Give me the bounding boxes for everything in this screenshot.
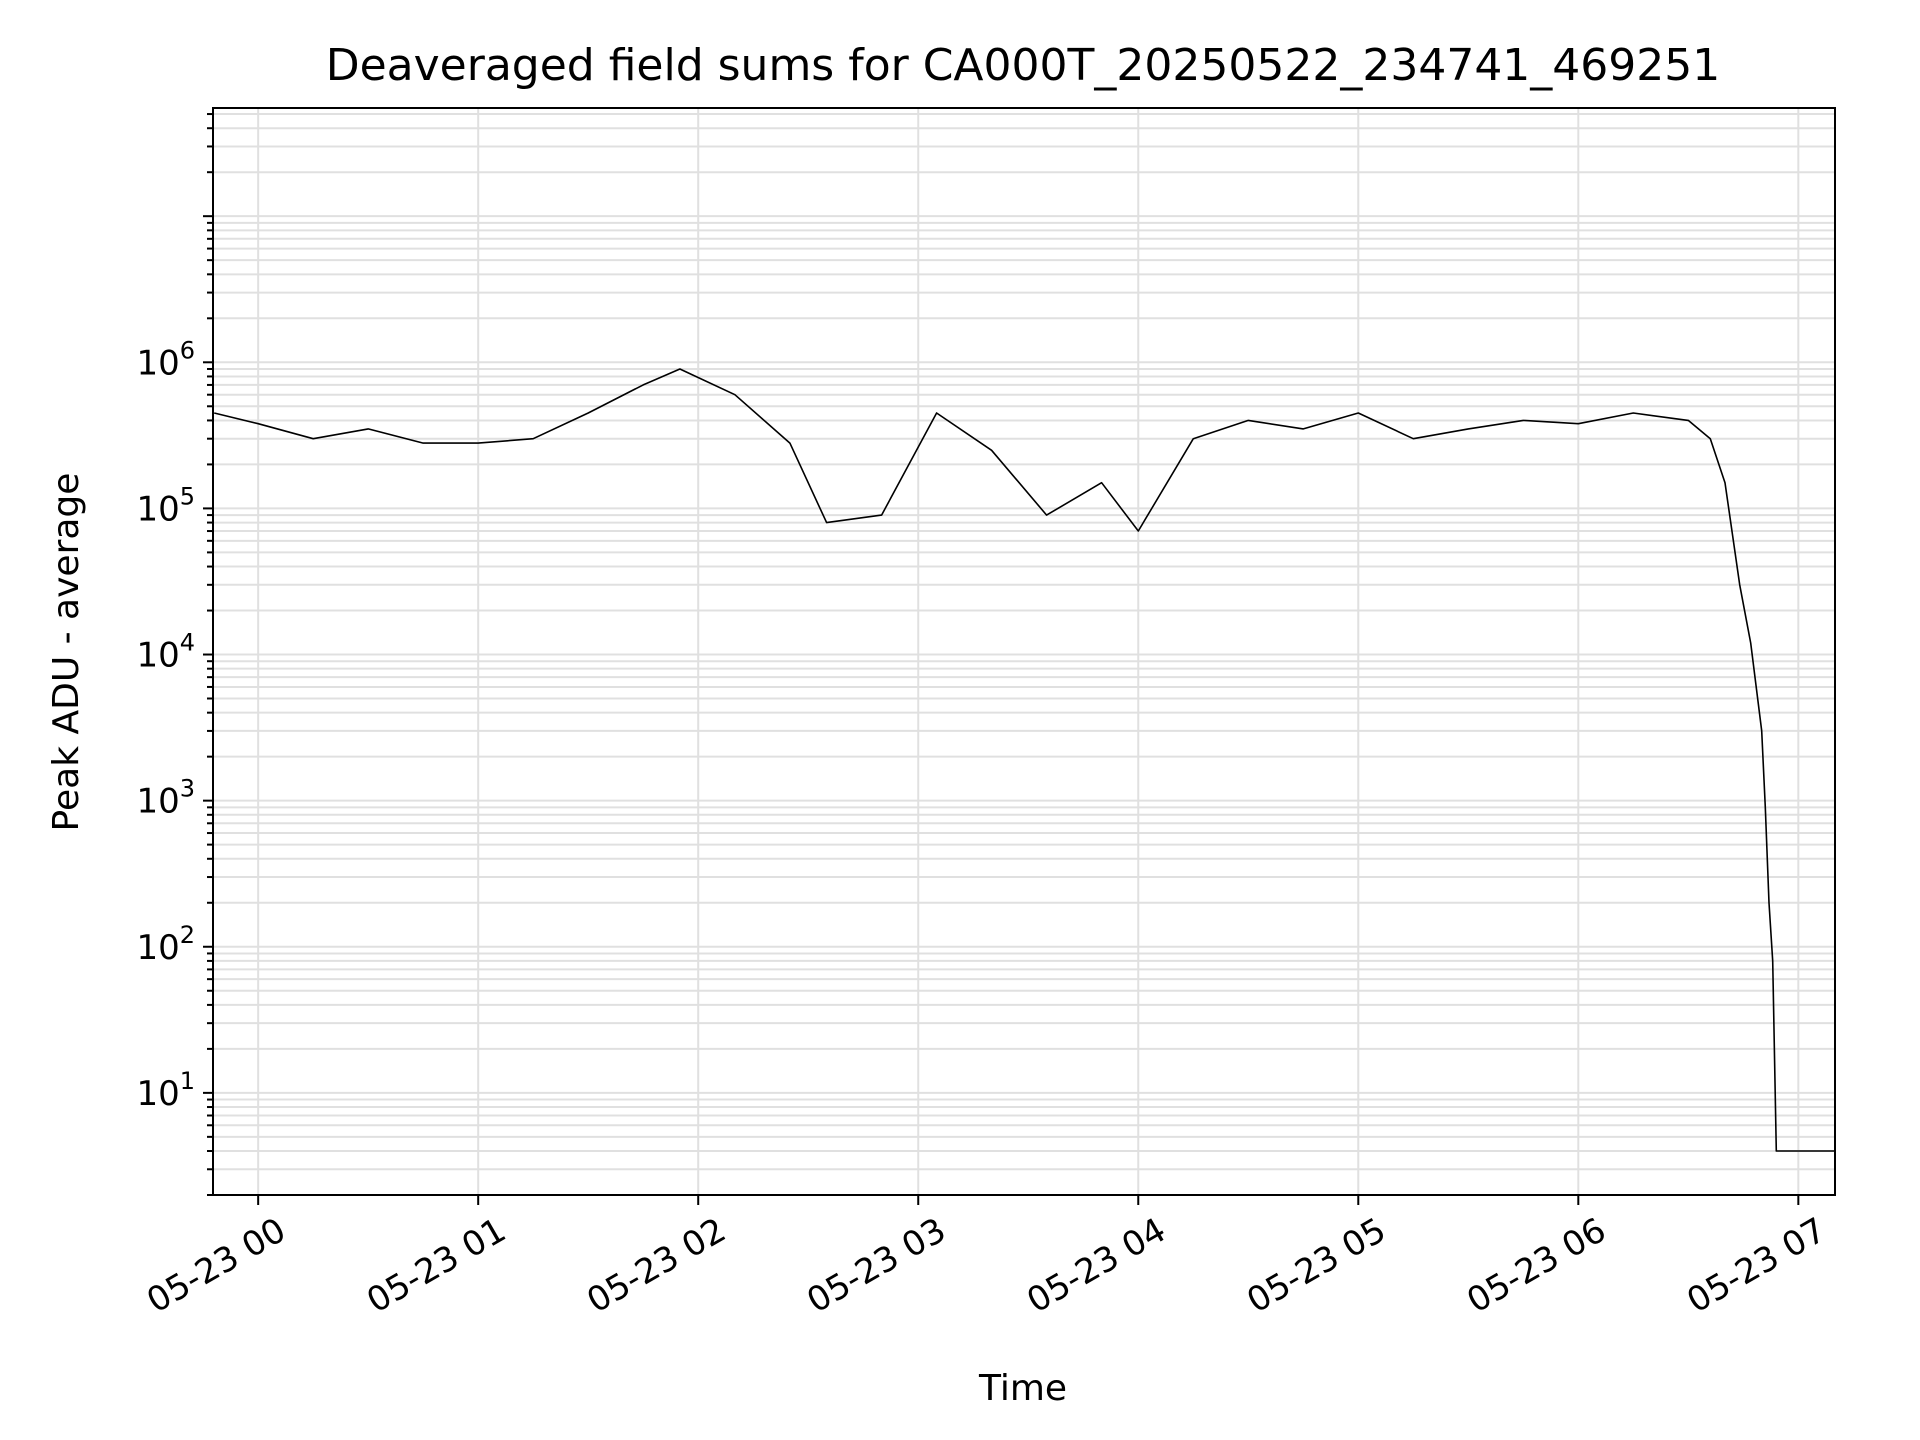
y-tick-label: 106 bbox=[136, 336, 195, 383]
x-tick-label: 05-23 06 bbox=[1460, 1210, 1612, 1321]
x-axis-label: Time bbox=[978, 1368, 1067, 1409]
y-tick-label: 102 bbox=[136, 921, 195, 968]
x-tick-label: 05-23 03 bbox=[800, 1210, 952, 1321]
y-tick-label: 105 bbox=[136, 482, 195, 529]
x-tick-label: 05-23 04 bbox=[1020, 1210, 1172, 1321]
x-tick-label: 05-23 01 bbox=[360, 1210, 512, 1321]
y-tick-label: 104 bbox=[136, 629, 195, 676]
data-series bbox=[214, 368, 1835, 1152]
x-tick-label: 05-23 00 bbox=[140, 1210, 292, 1321]
y-tick-label: 103 bbox=[136, 775, 195, 822]
series-line bbox=[214, 368, 1835, 1152]
chart-title: Deaveraged field sums for CA000T_2025052… bbox=[326, 40, 1721, 91]
x-tick-label: 05-23 07 bbox=[1680, 1210, 1832, 1321]
y-axis-label: Peak ADU - average bbox=[46, 473, 87, 832]
x-tick-label: 05-23 02 bbox=[580, 1210, 732, 1321]
grid bbox=[213, 108, 1835, 1196]
x-tick-label: 05-23 05 bbox=[1240, 1210, 1392, 1321]
y-tick-label: 101 bbox=[136, 1067, 195, 1114]
plot-frame bbox=[212, 107, 1836, 1196]
